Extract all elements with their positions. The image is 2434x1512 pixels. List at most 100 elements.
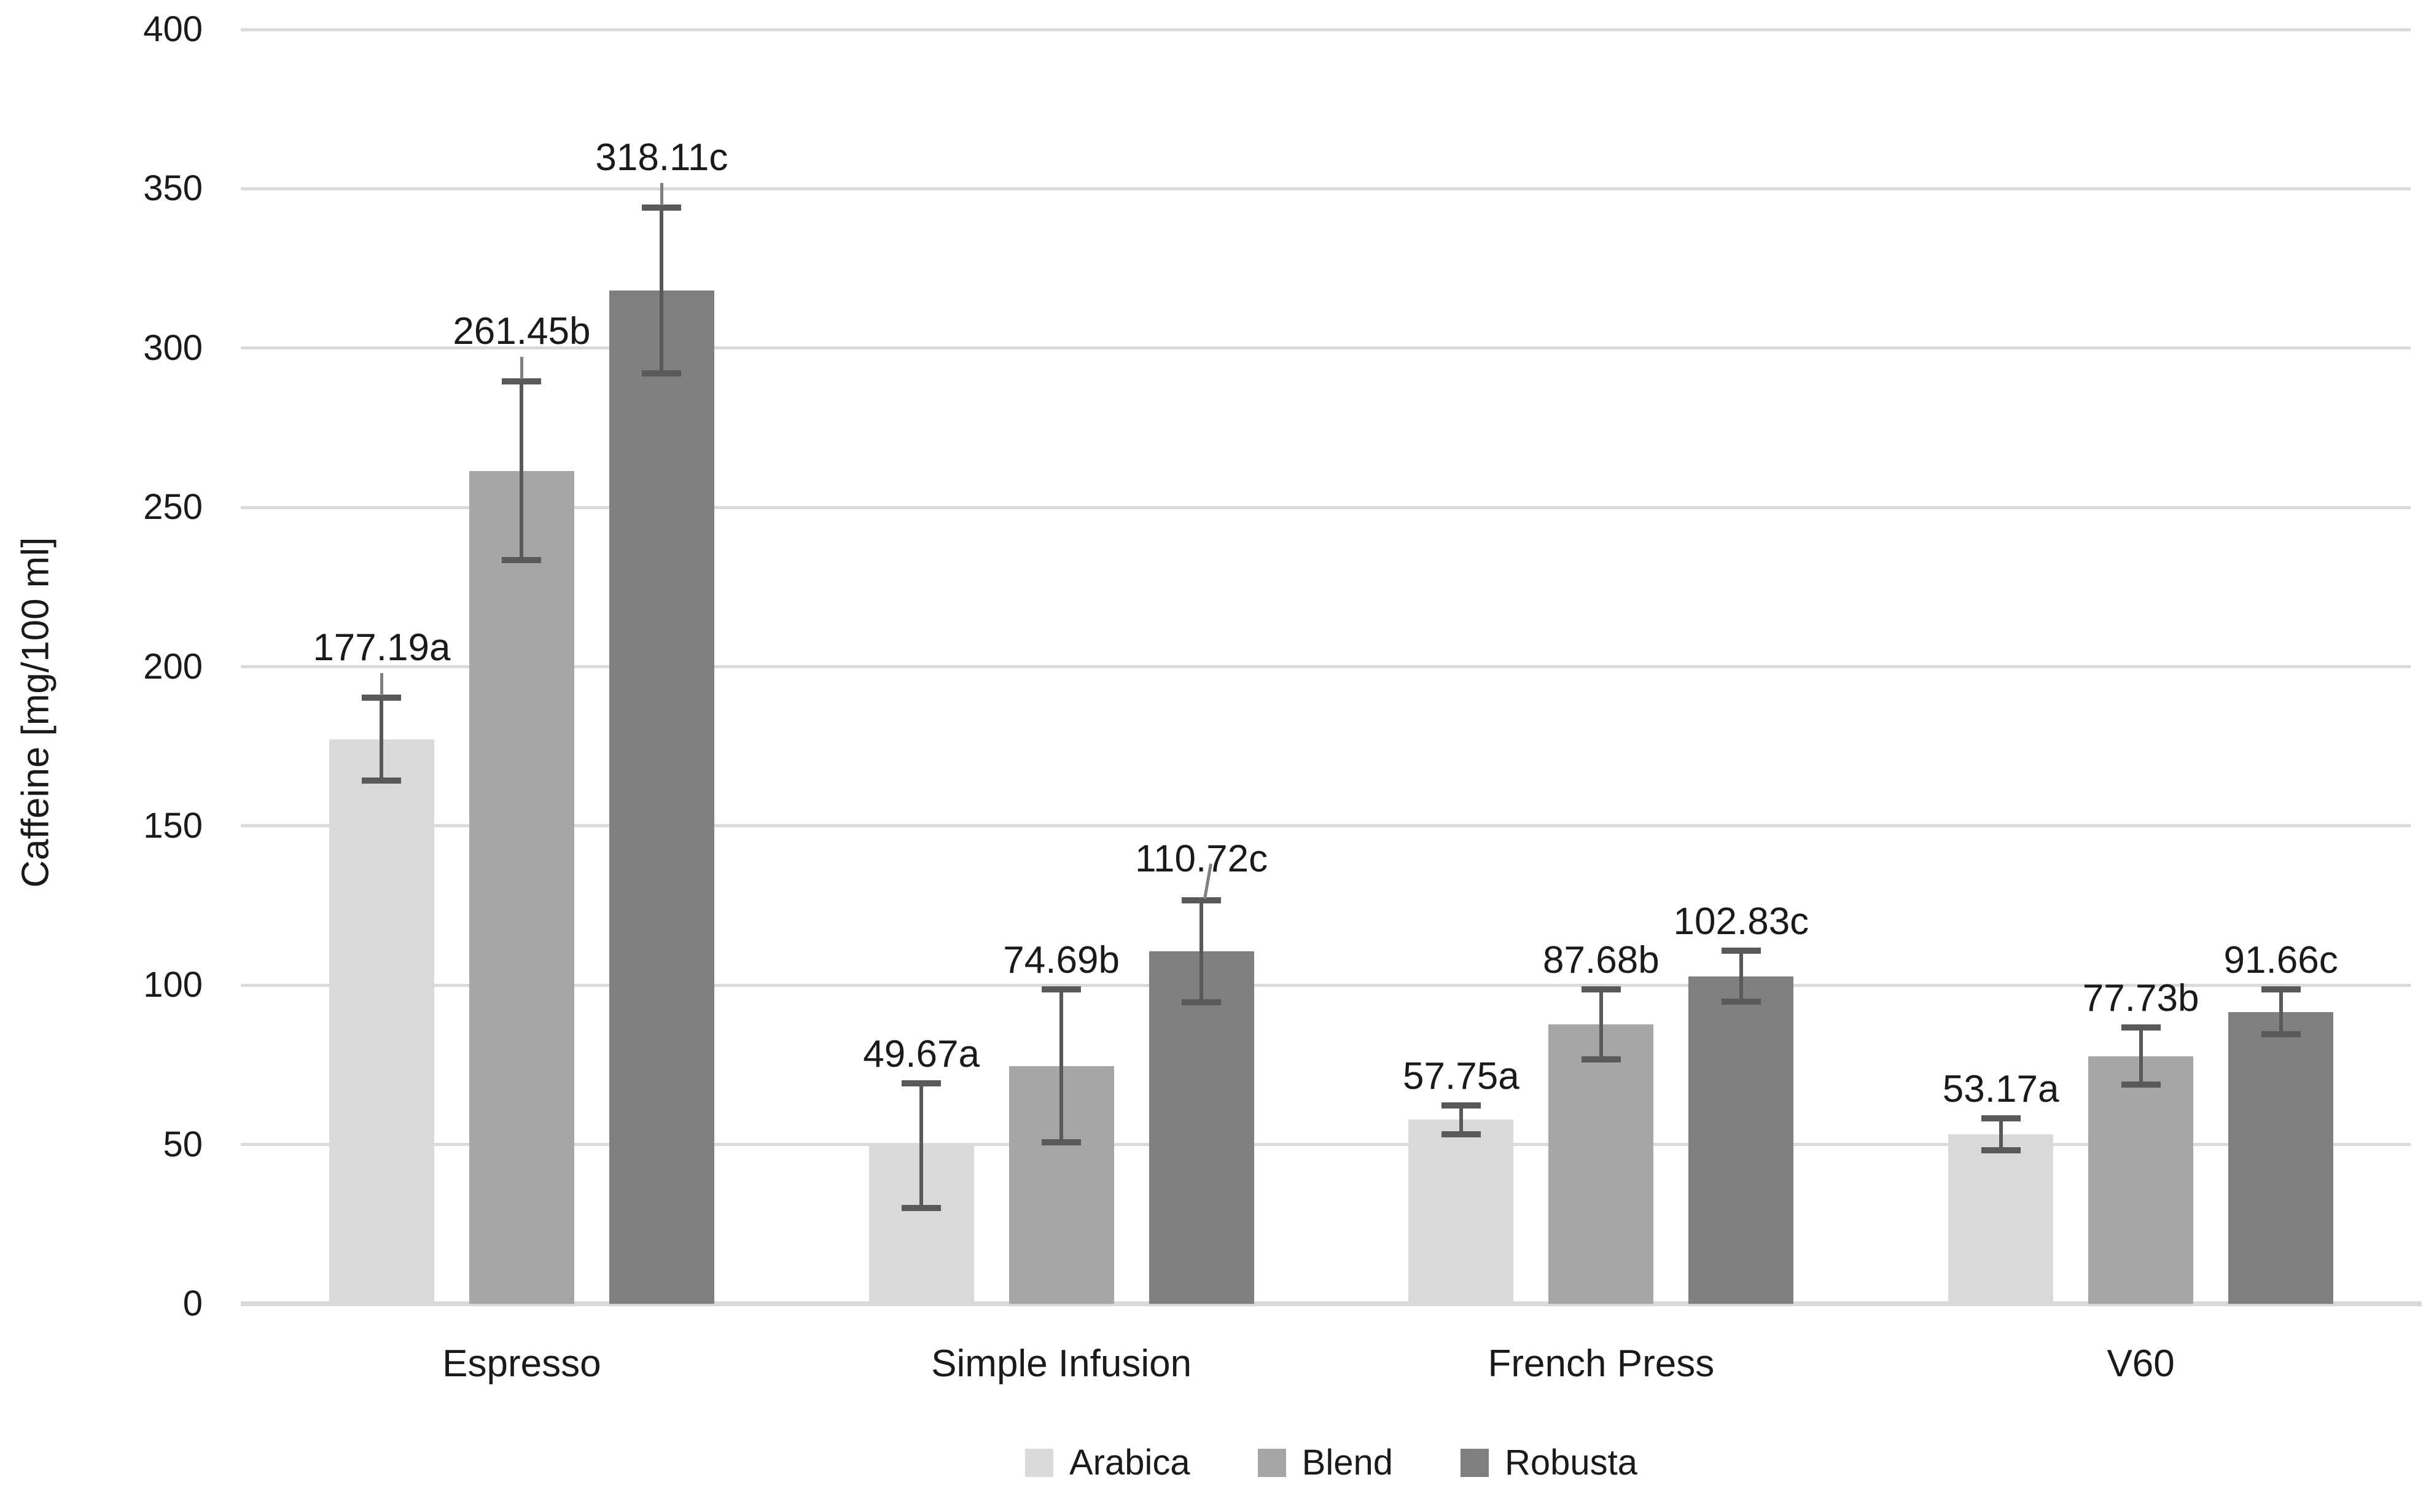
gridline-250 [252,505,2411,509]
y-tick-label-250: 250 [143,487,203,528]
data-label-espresso-arabica: 177.19a [313,626,451,669]
data-label-espresso-robusta: 318.11c [595,136,728,179]
error-bar-line-simple-infusion-arabica [919,1083,924,1208]
error-bar-line-simple-infusion-robusta [1199,900,1204,1002]
bar-v60-robusta [2228,1011,2334,1304]
error-bar-cap-bottom-espresso-blend [502,556,542,563]
legend-swatch-robusta [1460,1448,1489,1477]
error-bar-cap-bottom-french-press-arabica [1441,1131,1481,1137]
error-bar-cap-bottom-espresso-robusta [642,370,682,376]
gridline-150 [252,824,2411,828]
error-bar-cap-bottom-simple-infusion-blend [1042,1139,1082,1146]
label-leader-espresso-arabica [380,673,383,696]
error-bar-line-french-press-robusta [1739,951,1743,1002]
legend-item-robusta: Robusta [1460,1442,1638,1483]
x-axis-line [241,1301,2422,1306]
error-bar-cap-top-v60-robusta [2261,986,2301,993]
y-tick-label-350: 350 [143,168,203,209]
category-label-v60: V60 [2107,1342,2175,1385]
error-bar-cap-top-espresso-robusta [642,204,682,211]
error-bar-cap-bottom-french-press-robusta [1721,999,1761,1005]
legend-item-blend: Blend [1257,1442,1393,1483]
data-label-simple-infusion-robusta: 110.72c [1135,837,1268,880]
error-bar-line-french-press-blend [1599,989,1603,1060]
legend-item-arabica: Arabica [1024,1442,1190,1483]
bar-espresso-blend [469,470,574,1304]
data-label-simple-infusion-arabica: 49.67a [863,1033,980,1076]
gridline-50 [252,1143,2411,1147]
label-leader-espresso-robusta [660,182,663,205]
error-bar-line-v60-arabica [1999,1118,2003,1151]
bar-espresso-arabica [329,739,434,1304]
error-bar-cap-bottom-espresso-arabica [362,777,402,784]
legend-swatch-blend [1257,1448,1286,1477]
gridline-300 [252,346,2411,350]
data-label-v60-blend: 77.73b [2082,977,2199,1020]
y-tick-label-50: 50 [163,1124,203,1164]
bar-french-press-robusta [1688,976,1794,1304]
error-bar-line-espresso-robusta [660,207,664,373]
legend: Arabica Blend Robusta [252,1442,2411,1483]
error-bar-cap-bottom-french-press-blend [1581,1056,1621,1063]
category-label-espresso: Espresso [442,1342,601,1385]
bar-french-press-blend [1548,1024,1654,1304]
error-bar-line-v60-robusta [2279,989,2283,1034]
plot-area: 0 50 100 150 200 250 300 350 400 177.19a 49.67a 57.… [143,9,2422,1385]
label-leader-espresso-blend [520,357,523,380]
legend-label-robusta: Robusta [1504,1443,1638,1483]
y-axis-tick-200 [241,665,252,668]
y-axis-title: Caffeine [mg/100 ml] [14,537,57,888]
gridline-100 [252,983,2411,987]
bar-french-press-arabica [1408,1120,1514,1304]
error-bar-cap-bottom-v60-arabica [1981,1147,2021,1154]
gridline-350 [252,187,2411,190]
y-axis-tick-50 [241,1143,252,1147]
error-bar-cap-top-simple-infusion-arabica [902,1080,942,1087]
bar-simple-infusion-robusta [1149,951,1254,1304]
y-tick-label-100: 100 [143,965,203,1005]
y-tick-label-400: 400 [143,9,203,49]
y-axis-tick-400 [241,28,252,31]
data-label-espresso-blend: 261.45b [453,310,591,353]
y-tick-label-300: 300 [143,327,203,368]
error-bar-cap-top-v60-blend [2121,1024,2161,1031]
error-bar-line-v60-blend [2139,1027,2143,1085]
error-bar-cap-bottom-v60-robusta [2261,1031,2301,1037]
category-label-french-press: French Press [1488,1342,1715,1385]
y-tick-label-0: 0 [182,1284,203,1323]
data-label-french-press-blend: 87.68b [1543,939,1660,982]
data-label-french-press-robusta: 102.83c [1673,900,1809,943]
y-axis-tick-100 [241,983,252,987]
bar-espresso-robusta [609,290,714,1304]
error-bar-cap-bottom-v60-blend [2121,1081,2161,1088]
error-bar-cap-top-french-press-arabica [1441,1102,1481,1109]
y-axis-tick-250 [241,505,252,509]
error-bar-cap-bottom-simple-infusion-arabica [902,1204,942,1211]
data-label-v60-arabica: 53.17a [1942,1068,2059,1111]
gridline-200 [252,665,2411,668]
error-bar-line-simple-infusion-blend [1059,989,1064,1143]
y-axis-tick-300 [241,346,252,350]
bar-v60-blend [2088,1056,2194,1304]
legend-label-arabica: Arabica [1069,1443,1190,1483]
error-bar-cap-top-espresso-blend [502,378,542,385]
error-bar-cap-top-simple-infusion-blend [1042,986,1082,993]
legend-swatch-arabica [1024,1448,1053,1477]
error-bar-cap-top-french-press-blend [1581,986,1621,993]
bar-v60-arabica [1948,1134,2054,1304]
y-axis-tick-350 [241,187,252,190]
error-bar-line-espresso-blend [520,381,524,560]
error-bar-cap-bottom-simple-infusion-robusta [1182,999,1222,1005]
error-bar-line-espresso-arabica [380,698,384,781]
legend-label-blend: Blend [1301,1443,1393,1483]
data-label-french-press-arabica: 57.75a [1403,1055,1519,1098]
error-bar-cap-top-simple-infusion-robusta [1182,897,1222,903]
y-axis-tick-150 [241,824,252,828]
y-tick-label-150: 150 [143,805,203,846]
data-label-simple-infusion-blend: 74.69b [1003,939,1120,982]
error-bar-line-french-press-arabica [1459,1105,1463,1134]
category-label-simple-infusion: Simple Infusion [931,1342,1192,1385]
error-bar-cap-top-french-press-robusta [1721,948,1761,954]
y-tick-label-200: 200 [143,646,203,687]
